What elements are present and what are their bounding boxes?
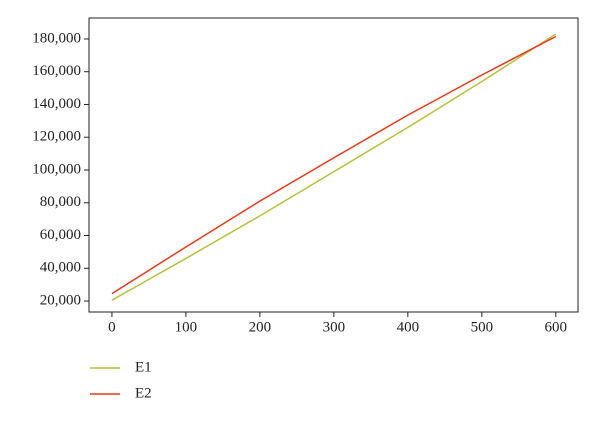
legend-label: E1 xyxy=(135,359,152,375)
x-tick-label: 400 xyxy=(397,319,420,335)
legend-label: E2 xyxy=(135,385,152,401)
series-line xyxy=(111,33,557,301)
x-tick-label: 600 xyxy=(545,319,568,335)
plot-frame xyxy=(88,17,579,313)
y-tick-label: 160,000 xyxy=(32,63,81,79)
x-tick-label: 0 xyxy=(108,319,116,335)
series-line xyxy=(111,35,557,295)
x-tick-label: 500 xyxy=(471,319,494,335)
y-tick-label: 140,000 xyxy=(32,96,81,112)
y-tick-label: 40,000 xyxy=(40,260,81,276)
y-tick-label: 60,000 xyxy=(40,227,81,243)
y-tick-label: 100,000 xyxy=(32,161,81,177)
x-tick-label: 300 xyxy=(323,319,346,335)
y-tick-label: 120,000 xyxy=(32,129,81,145)
y-tick-label: 20,000 xyxy=(40,292,81,308)
y-tick-label: 180,000 xyxy=(32,30,81,46)
y-tick-label: 80,000 xyxy=(40,194,81,210)
x-tick-label: 200 xyxy=(249,319,272,335)
x-tick-label: 100 xyxy=(175,319,198,335)
